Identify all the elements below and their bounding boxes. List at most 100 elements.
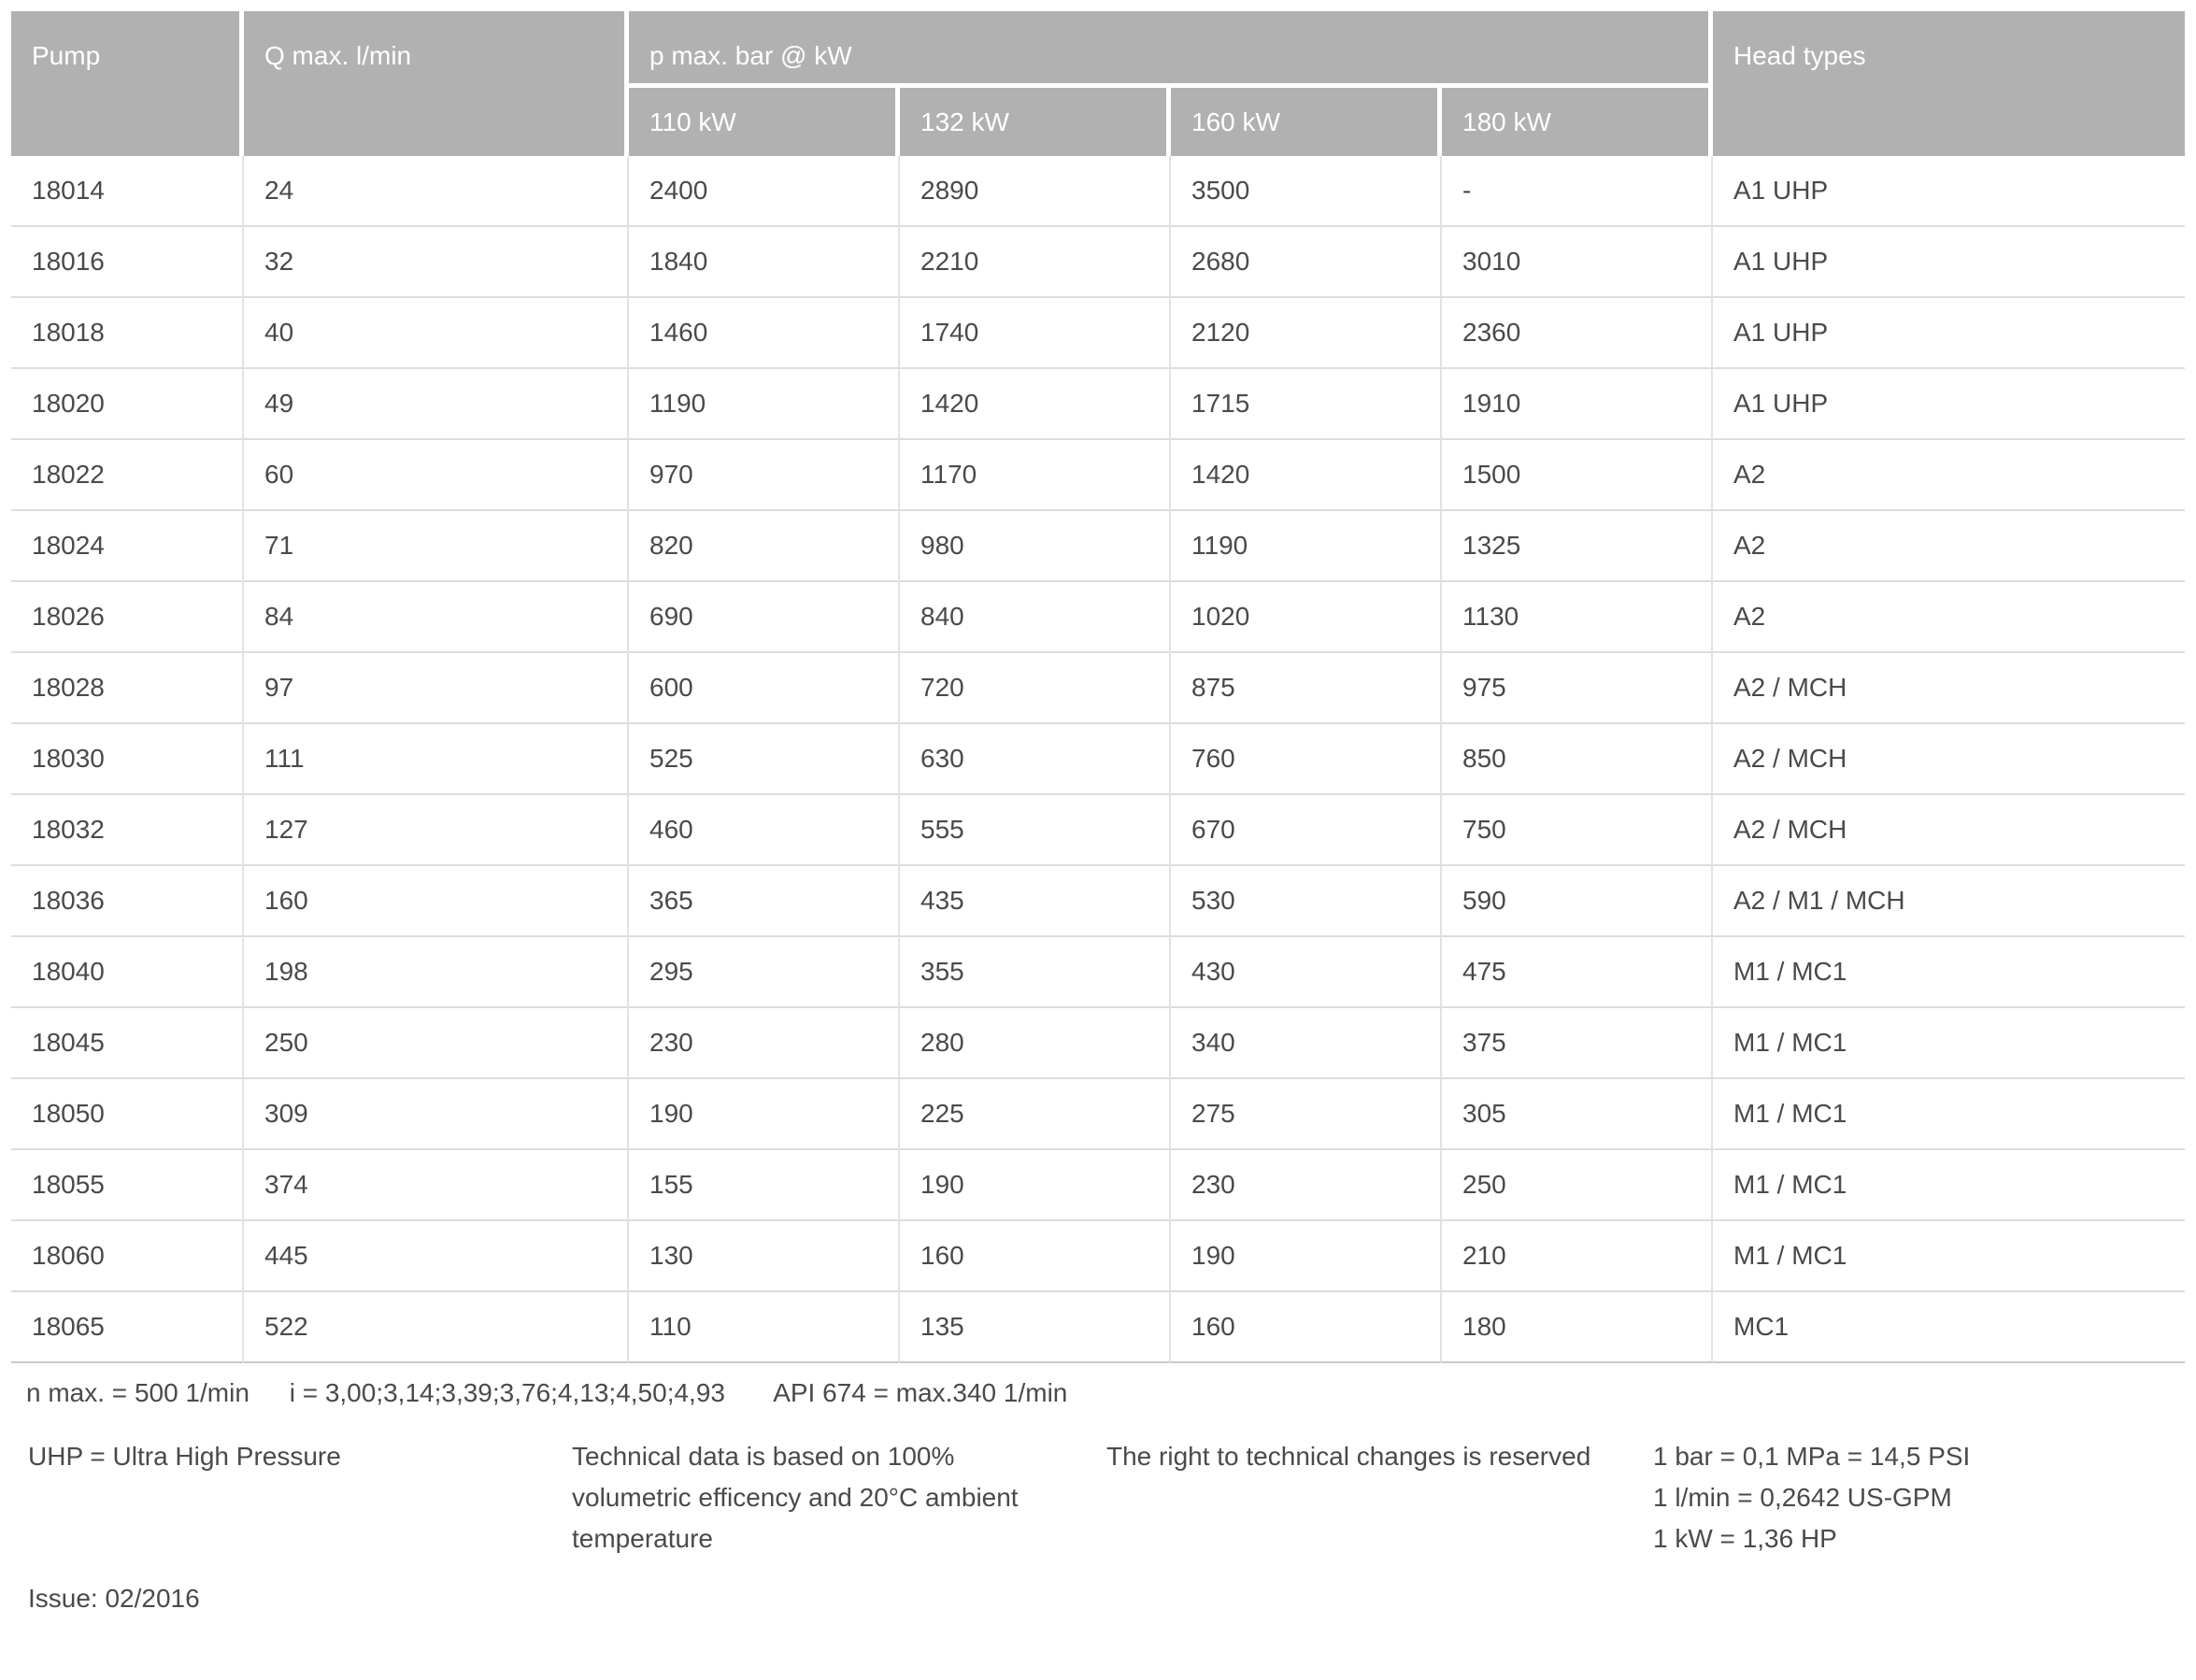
- kw132-cell: 280: [900, 1008, 1171, 1079]
- column-header-160kw: 160 kW: [1171, 88, 1442, 156]
- pump-cell: 18014: [11, 156, 244, 227]
- pump-cell: 18036: [11, 866, 244, 937]
- uhp-definition: UHP = Ultra High Pressure: [28, 1442, 341, 1471]
- qmax-cell: 32: [244, 227, 629, 298]
- pump-cell: 18032: [11, 795, 244, 866]
- qmax-cell: 60: [244, 440, 629, 511]
- kw110-cell: 155: [629, 1150, 900, 1221]
- kw132-cell: 160: [900, 1221, 1171, 1292]
- qmax-cell: 160: [244, 866, 629, 937]
- table-row: 18018 40 1460 1740 2120 2360 A1 UHP: [11, 298, 2185, 369]
- qmax-cell: 250: [244, 1008, 629, 1079]
- kw110-cell: 820: [629, 511, 900, 582]
- kw110-cell: 1840: [629, 227, 900, 298]
- head-types-cell: A2: [1713, 582, 2185, 653]
- footnote-api: API 674 = max.340 1/min: [773, 1378, 1068, 1407]
- kw180-cell: 1130: [1442, 582, 1713, 653]
- kw132-cell: 2890: [900, 156, 1171, 227]
- kw180-cell: 1910: [1442, 369, 1713, 440]
- kw132-cell: 720: [900, 653, 1171, 724]
- qmax-cell: 84: [244, 582, 629, 653]
- table-row: 18055 374 155 190 230 250 M1 / MC1: [11, 1150, 2185, 1221]
- kw110-cell: 1190: [629, 369, 900, 440]
- pump-cell: 18060: [11, 1221, 244, 1292]
- kw160-cell: 670: [1171, 795, 1442, 866]
- footnote-nmax: n max. = 500 1/min: [26, 1378, 250, 1407]
- table-row: 18016 32 1840 2210 2680 3010 A1 UHP: [11, 227, 2185, 298]
- head-types-cell: A2 / MCH: [1713, 653, 2185, 724]
- qmax-cell: 111: [244, 724, 629, 795]
- pump-spec-sheet: Pump Q max. l/min p max. bar @ kW Head t…: [11, 11, 2185, 1613]
- conversion-line: 1 kW = 1,36 HP: [1653, 1524, 1837, 1553]
- kw132-cell: 630: [900, 724, 1171, 795]
- kw180-cell: 2360: [1442, 298, 1713, 369]
- column-header-head-types: Head types: [1713, 11, 2185, 156]
- head-types-cell: M1 / MC1: [1713, 1221, 2185, 1292]
- head-types-cell: A2 / MCH: [1713, 795, 2185, 866]
- pump-cell: 18055: [11, 1150, 244, 1221]
- column-header-180kw: 180 kW: [1442, 88, 1713, 156]
- pump-cell: 18022: [11, 440, 244, 511]
- kw180-cell: 305: [1442, 1079, 1713, 1150]
- kw110-cell: 690: [629, 582, 900, 653]
- unit-conversions: 1 bar = 0,1 MPa = 14,5 PSI 1 l/min = 0,26…: [1653, 1436, 1970, 1559]
- kw132-cell: 1420: [900, 369, 1171, 440]
- kw160-cell: 190: [1171, 1221, 1442, 1292]
- kw160-cell: 2680: [1171, 227, 1442, 298]
- pump-cell: 18040: [11, 937, 244, 1008]
- pump-cell: 18028: [11, 653, 244, 724]
- kw132-cell: 2210: [900, 227, 1171, 298]
- kw132-cell: 840: [900, 582, 1171, 653]
- kw110-cell: 2400: [629, 156, 900, 227]
- kw160-cell: 875: [1171, 653, 1442, 724]
- column-header-qmax: Q max. l/min: [244, 11, 629, 156]
- head-types-cell: M1 / MC1: [1713, 1150, 2185, 1221]
- kw110-cell: 110: [629, 1292, 900, 1363]
- qmax-cell: 198: [244, 937, 629, 1008]
- kw110-cell: 970: [629, 440, 900, 511]
- table-row: 18028 97 600 720 875 975 A2 / MCH: [11, 653, 2185, 724]
- head-types-cell: MC1: [1713, 1292, 2185, 1363]
- column-header-132kw: 132 kW: [900, 88, 1171, 156]
- kw180-cell: 850: [1442, 724, 1713, 795]
- table-row: 18020 49 1190 1420 1715 1910 A1 UHP: [11, 369, 2185, 440]
- pump-cell: 18016: [11, 227, 244, 298]
- kw132-cell: 355: [900, 937, 1171, 1008]
- kw132-cell: 555: [900, 795, 1171, 866]
- table-body: 18014 24 2400 2890 3500- A1 UHP 18016 32 1840 221…: [11, 156, 2185, 1363]
- kw160-cell: 1020: [1171, 582, 1442, 653]
- kw180-cell: 180: [1442, 1292, 1713, 1363]
- kw180-cell: 375: [1442, 1008, 1713, 1079]
- kw132-cell: 1170: [900, 440, 1171, 511]
- head-types-cell: A1 UHP: [1713, 156, 2185, 227]
- kw160-cell: 2120: [1171, 298, 1442, 369]
- kw160-cell: 430: [1171, 937, 1442, 1008]
- table-row: 18050 309 190 225 275 305 M1 / MC1: [11, 1079, 2185, 1150]
- kw160-cell: 1420: [1171, 440, 1442, 511]
- kw180-cell: -: [1442, 156, 1713, 227]
- kw180-cell: 1325: [1442, 511, 1713, 582]
- kw160-cell: 1715: [1171, 369, 1442, 440]
- table-row: 18045 250 230 280 340 375 M1 / MC1: [11, 1008, 2185, 1079]
- kw160-cell: 230: [1171, 1150, 1442, 1221]
- table-row: 18032 127 460 555 670 750 A2 / MCH: [11, 795, 2185, 866]
- kw160-cell: 340: [1171, 1008, 1442, 1079]
- pump-cell: 18045: [11, 1008, 244, 1079]
- qmax-cell: 127: [244, 795, 629, 866]
- column-header-110kw: 110 kW: [629, 88, 900, 156]
- qmax-cell: 97: [244, 653, 629, 724]
- pump-cell: 18030: [11, 724, 244, 795]
- table-row: 18014 24 2400 2890 3500- A1 UHP: [11, 156, 2185, 227]
- issue-date: Issue: 02/2016: [28, 1584, 200, 1613]
- head-types-cell: A2: [1713, 511, 2185, 582]
- kw132-cell: 225: [900, 1079, 1171, 1150]
- kw110-cell: 130: [629, 1221, 900, 1292]
- pump-spec-table: Pump Q max. l/min p max. bar @ kW Head t…: [11, 11, 2185, 1363]
- qmax-cell: 40: [244, 298, 629, 369]
- footnote-ratios: i = 3,00;3,14;3,39;3,76;4,13;4,50;4,93: [289, 1378, 725, 1407]
- pump-cell: 18026: [11, 582, 244, 653]
- kw180-cell: 750: [1442, 795, 1713, 866]
- kw180-cell: 475: [1442, 937, 1713, 1008]
- technical-data-note: Technical data is based on 100% volumetr…: [572, 1442, 1019, 1553]
- kw160-cell: 1190: [1171, 511, 1442, 582]
